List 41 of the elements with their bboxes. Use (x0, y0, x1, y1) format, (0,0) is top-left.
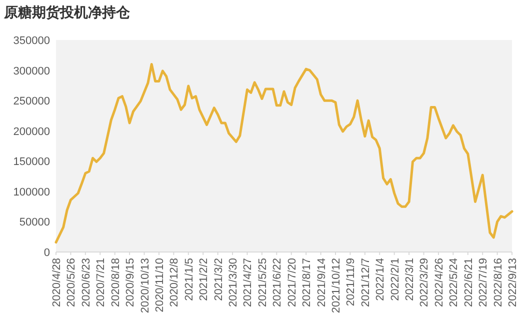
title: 原糖期货投机净持仓 (4, 4, 130, 20)
x-tick-label: 2021/1/5 (183, 258, 196, 301)
y-tick-label: 150000 (13, 156, 50, 168)
y-tick-label: 0 (44, 247, 50, 259)
x-tick-label: 2021/12/7 (360, 258, 372, 307)
x-tick-label: 2021/5/25 (256, 258, 269, 307)
x-tick-label: 2021/2/2 (198, 258, 210, 301)
x-tick-label: 2021/3/30 (228, 258, 240, 307)
x-tick-label: 2021/3/2 (212, 258, 225, 301)
x-tick-label: 2020/11/10 (154, 258, 166, 312)
x-tick-label: 2022/6/21 (462, 258, 475, 307)
x-tick-label: 2020/8/18 (110, 258, 122, 307)
x-tick-label: 2020/9/15 (124, 258, 137, 307)
x-tick-label: 2020/5/26 (66, 258, 78, 307)
y-tick-label: 100000 (13, 186, 50, 198)
x-tick-label: 2022/3/1 (404, 258, 416, 301)
x-tick-label: 2021/11/9 (345, 258, 358, 306)
x-tick-label: 2022/9/13 (507, 258, 519, 307)
x-tick-label: 2021/10/12 (330, 258, 342, 314)
x-tick-label: 2020/10/13 (139, 258, 152, 314)
x-tick-label: 2022/3/29 (418, 258, 431, 307)
y-tick-label: 250000 (13, 96, 50, 108)
y-tick-label: 350000 (13, 35, 50, 47)
x-tick-label: 2021/7/20 (286, 258, 298, 307)
x-tick-label: 2020/6/23 (80, 258, 92, 307)
x-tick-label: 2022/7/19 (478, 258, 490, 307)
x-tick-label: 2021/8/17 (301, 258, 314, 307)
x-tick-label: 2021/4/27 (242, 258, 254, 307)
x-tick-label: 2021/9/14 (316, 258, 328, 307)
x-tick-label: 2021/6/22 (272, 258, 284, 307)
x-tick-label: 2020/12/8 (168, 258, 181, 307)
x-tick-label: 2020/4/28 (51, 258, 63, 307)
y-tick-label: 200000 (13, 126, 50, 138)
x-tick-label: 2022/4/26 (433, 258, 446, 307)
x-tick-label: 2022/1/4 (374, 258, 387, 301)
x-tick-label: 2022/2/1 (389, 258, 402, 301)
x-tick-label: 2020/7/21 (95, 258, 108, 307)
y-tick-label: 300000 (13, 65, 50, 78)
x-tick-label: 2022/8/16 (492, 258, 504, 307)
y-tick-label: 50000 (19, 216, 50, 229)
x-tick-label: 2022/5/24 (448, 258, 460, 307)
